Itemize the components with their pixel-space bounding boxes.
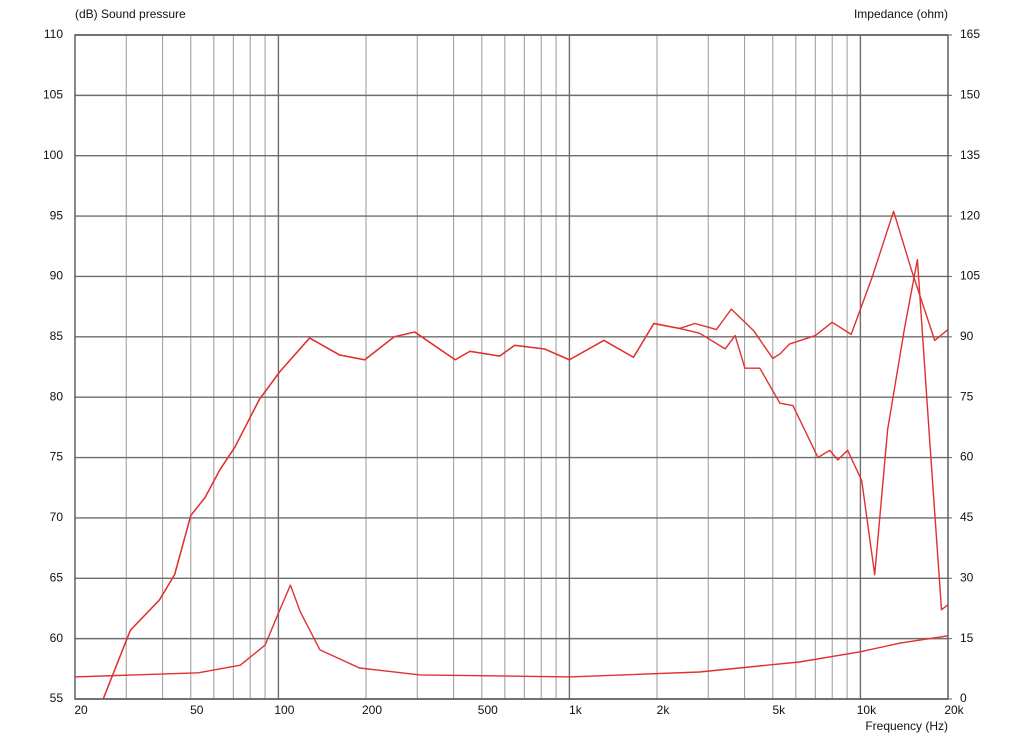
y2-tick-label: 90: [960, 329, 974, 343]
y2-tick-label: 150: [960, 88, 980, 102]
y2-tick-label: 75: [960, 389, 974, 403]
x-axis-title: Frequency (Hz): [865, 719, 948, 733]
y-tick-label: 90: [50, 269, 64, 283]
x-tick-label: 500: [478, 703, 498, 717]
y-tick-label: 60: [50, 631, 64, 645]
x-tick-label: 5k: [772, 703, 786, 717]
y-tick-label: 80: [50, 389, 64, 403]
x-tick-label: 20k: [944, 703, 964, 717]
y2-tick-label: 45: [960, 510, 974, 524]
x-tick-label: 20: [74, 703, 88, 717]
y2-tick-label: 105: [960, 269, 980, 283]
y-tick-label: 85: [50, 329, 64, 343]
x-tick-label: 200: [362, 703, 382, 717]
y-tick-label: 100: [43, 148, 63, 162]
x-tick-label: 2k: [657, 703, 671, 717]
y2-tick-label: 30: [960, 570, 974, 584]
series-line: [74, 584, 949, 678]
y-tick-label: 75: [50, 450, 64, 464]
x-tick-label: 10k: [857, 703, 877, 717]
y2-tick-label: 165: [960, 27, 980, 41]
x-tick-label: 50: [190, 703, 204, 717]
y-tick-label: 70: [50, 510, 64, 524]
y2-tick-label: 0: [960, 691, 967, 705]
series-line: [102, 258, 949, 700]
y-axis-title: (dB) Sound pressure: [75, 7, 186, 21]
y-tick-label: 55: [50, 691, 64, 705]
plot-frame: [74, 34, 949, 700]
y-tick-label: 110: [44, 27, 63, 41]
y-tick-label: 95: [50, 208, 64, 222]
x-tick-label: 1k: [569, 703, 583, 717]
y2-tick-label: 120: [960, 208, 980, 222]
x-tick-label: 100: [274, 703, 294, 717]
y-tick-label: 65: [50, 570, 64, 584]
y2-tick-label: 135: [960, 148, 980, 162]
y2-tick-label: 60: [960, 450, 974, 464]
y-tick-label: 105: [43, 88, 63, 102]
y2-tick-label: 15: [960, 631, 974, 645]
y2-axis-title: Impedance (ohm): [854, 7, 948, 21]
